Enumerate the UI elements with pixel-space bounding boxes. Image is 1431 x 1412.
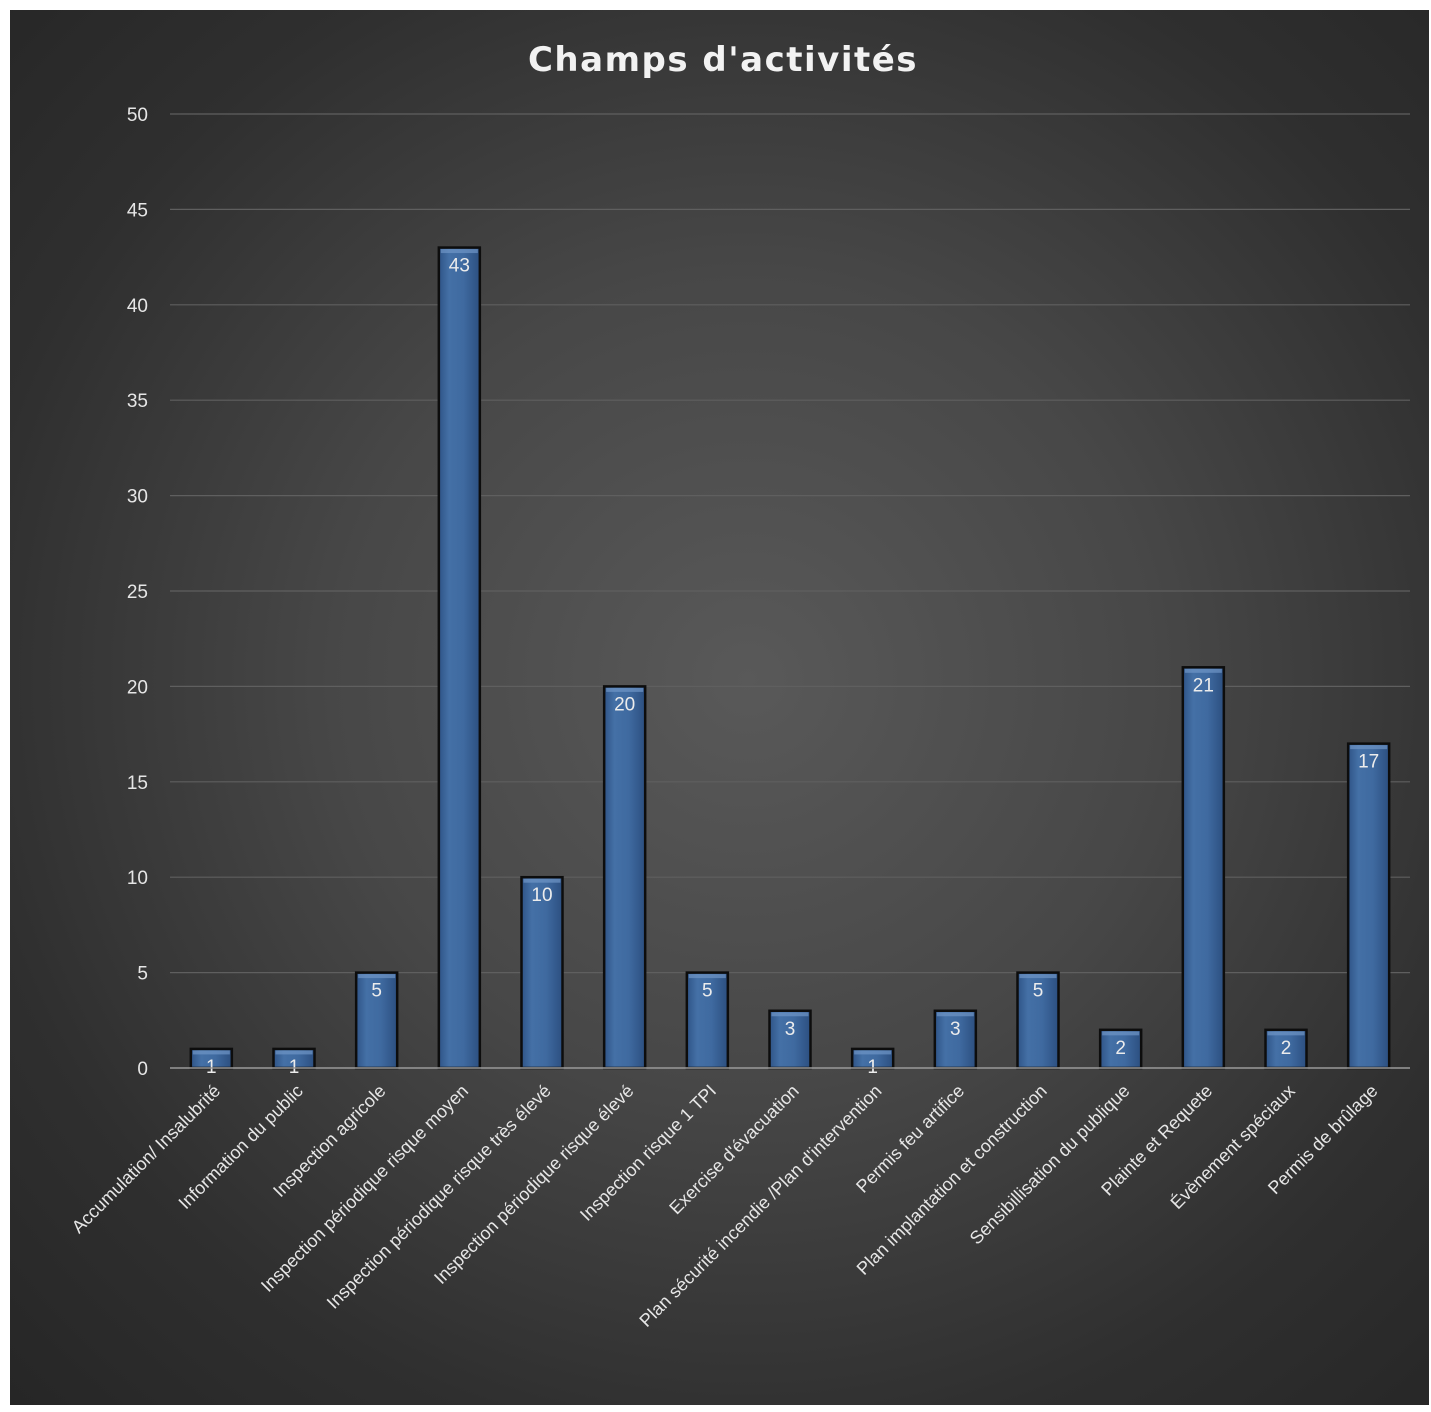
bar-highlight — [688, 974, 726, 979]
data-label: 3 — [950, 1019, 961, 1040]
data-label: 20 — [614, 694, 635, 715]
bar-chart: Champs d'activités 05101520253035404550 … — [68, 40, 1410, 1331]
bar-highlight — [192, 1050, 230, 1055]
data-label: 10 — [531, 885, 552, 906]
y-tick-label: 40 — [127, 296, 148, 317]
bar-highlight — [440, 249, 478, 254]
y-tick-label: 0 — [137, 1059, 148, 1080]
y-tick-label: 20 — [127, 677, 148, 698]
bar — [768, 1009, 812, 1070]
bar-highlight — [1102, 1031, 1140, 1036]
data-label: 17 — [1358, 752, 1379, 773]
y-tick-label: 5 — [137, 964, 148, 985]
bar — [602, 685, 647, 1070]
y-tick-label: 25 — [127, 582, 148, 603]
chart-title: Champs d'activités — [528, 40, 918, 80]
chart-frame: Champs d'activités 0 5 10 15 20 25 30 35 40 45 50 … — [10, 10, 1429, 1405]
bar-highlight — [771, 1012, 809, 1017]
x-tick-label: Accumulation/ Insalubrité — [68, 1081, 224, 1237]
bar — [1098, 1028, 1143, 1070]
y-axis-ticks: 0 5 10 15 20 25 30 35 40 45 50 — [127, 105, 148, 1080]
bar-highlight — [1267, 1031, 1305, 1036]
bar — [437, 246, 482, 1070]
bar — [1346, 742, 1391, 1070]
bar-highlight — [275, 1050, 313, 1055]
data-label: 43 — [449, 256, 470, 277]
gridlines — [170, 113, 1410, 974]
data-label: 3 — [785, 1019, 796, 1040]
bar-highlight — [1184, 668, 1222, 673]
x-tick-label: Sensibillisation du publique — [966, 1081, 1134, 1249]
data-label: 5 — [371, 981, 382, 1002]
bar-highlight — [358, 974, 396, 979]
y-tick-label: 15 — [127, 773, 148, 794]
y-tick-label: 30 — [127, 487, 148, 508]
bar-highlight — [936, 1012, 974, 1017]
data-label: 2 — [1115, 1038, 1126, 1059]
y-tick-label: 50 — [127, 105, 148, 126]
data-label: 2 — [1281, 1038, 1292, 1059]
data-label: 21 — [1193, 675, 1214, 696]
bar — [1181, 666, 1226, 1070]
bars — [189, 246, 1391, 1070]
y-tick-label: 10 — [127, 868, 148, 889]
data-label: 5 — [1033, 981, 1044, 1002]
bar-highlight — [606, 687, 644, 692]
data-label: 5 — [702, 981, 713, 1002]
y-tick-label: 45 — [127, 200, 148, 221]
x-tick-label: Inspection risque 1 TPI — [576, 1081, 720, 1225]
y-tick-label: 35 — [127, 391, 148, 412]
bar-highlight — [1350, 745, 1388, 750]
bar — [933, 1009, 978, 1070]
bar-highlight — [1019, 974, 1057, 979]
bar-highlight — [854, 1050, 892, 1055]
bar-highlight — [523, 878, 561, 883]
